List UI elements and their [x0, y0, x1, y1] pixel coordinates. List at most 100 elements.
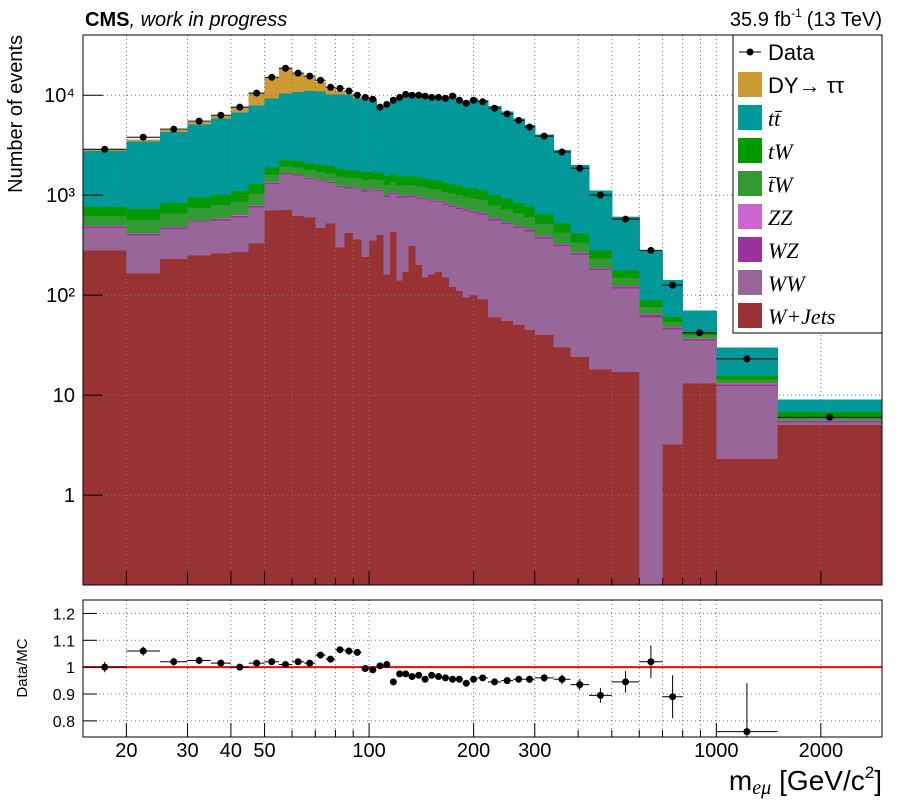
stack-segment [462, 187, 471, 198]
stack-segment [682, 310, 717, 332]
stack-segment [441, 203, 450, 205]
stack-segment [402, 185, 410, 196]
stack-segment [353, 178, 362, 188]
stack-segment [361, 172, 370, 181]
ratio-point [345, 647, 353, 655]
data-point [408, 91, 416, 99]
stack-segment [390, 97, 398, 175]
stack-segment [524, 125, 536, 207]
stack-segment [248, 105, 266, 184]
stack-segment [230, 217, 250, 253]
stack-segment [501, 198, 514, 210]
stack-segment [477, 190, 489, 201]
legend-swatch [738, 138, 762, 163]
legend-swatch [738, 72, 762, 97]
data-point [421, 92, 429, 100]
stack-segment [469, 212, 478, 296]
stack-segment [126, 235, 161, 274]
stack-segment [415, 93, 423, 178]
stack-segment [449, 193, 457, 206]
stack-segment [361, 180, 370, 190]
stack-segment [682, 339, 717, 341]
stack-segment [396, 176, 404, 186]
stack-segment [278, 174, 293, 211]
ratio-point [217, 659, 225, 667]
stack-segment [421, 199, 429, 278]
stack-segment [487, 205, 502, 219]
data-point [383, 100, 391, 108]
data-point [327, 83, 335, 91]
ratio-point [576, 681, 584, 689]
stack-segment [513, 227, 525, 326]
ratio-point [540, 674, 548, 682]
stack-segment [390, 231, 398, 585]
stack-segment [415, 265, 423, 585]
stack-segment [383, 176, 391, 185]
stack-segment [376, 180, 384, 190]
stack-segment [187, 221, 212, 223]
stack-segment [335, 176, 346, 186]
stack-segment [187, 222, 212, 256]
stack-segment [662, 444, 684, 585]
stack-segment [83, 226, 127, 228]
stack-segment [487, 218, 502, 219]
ratio-point [647, 658, 655, 666]
stack-segment [390, 193, 398, 232]
stack-segment [325, 183, 336, 224]
legend-swatch [738, 171, 762, 196]
stack-segment [230, 112, 250, 192]
x-tick-label: 200 [457, 740, 490, 762]
x-tick-label: 40 [220, 740, 242, 762]
stack-segment [639, 306, 664, 315]
stack-segment [315, 91, 327, 165]
stack-segment [501, 209, 514, 222]
stack-segment [353, 187, 362, 189]
stack-segment [160, 203, 189, 214]
stack-segment [353, 98, 362, 171]
stack-segment [589, 268, 613, 271]
ratio-point [139, 647, 147, 655]
stack-segment [335, 187, 346, 248]
data-point [195, 117, 203, 125]
stack-segment [292, 91, 305, 162]
energy: (13 TeV) [807, 9, 882, 31]
stack-segment [264, 167, 280, 175]
y-tick-label: 10⁴ [44, 85, 75, 107]
stack-segment [553, 347, 571, 585]
x-title-unit: [GeV/c [779, 765, 865, 796]
stack-segment [428, 96, 436, 181]
stack-segment [361, 97, 370, 173]
stack-segment [361, 257, 370, 585]
stack-segment [716, 458, 778, 585]
stack-segment [187, 255, 212, 586]
stack-segment [534, 238, 555, 335]
stack-segment [611, 286, 640, 289]
stack-segment [83, 207, 127, 216]
data-point [540, 132, 548, 140]
stack-segment [402, 176, 410, 186]
data-point [402, 90, 410, 98]
x-tick-label: 20 [115, 740, 137, 762]
data-point [669, 281, 677, 289]
ratio-point [449, 675, 457, 683]
stack-segment [83, 250, 127, 586]
stack-segment [160, 258, 189, 585]
stack-segment [524, 329, 536, 585]
stack-segment [230, 252, 250, 585]
header: CMS, work in progress [85, 9, 287, 31]
data-point [294, 69, 302, 77]
x-title-sup: 2 [865, 763, 874, 782]
stack-segment [230, 191, 250, 202]
data-point [435, 93, 443, 101]
stack-segment [777, 421, 883, 423]
stack-segment [682, 335, 717, 339]
data-point [526, 123, 534, 131]
stack-segment [435, 189, 443, 201]
stack-segment [570, 252, 590, 255]
stack-segment [415, 197, 423, 199]
stack-segment [462, 100, 471, 188]
data-point [503, 110, 511, 118]
stack-segment [292, 215, 305, 585]
legend-label: WZ [768, 238, 799, 263]
stack-segment [376, 172, 384, 181]
